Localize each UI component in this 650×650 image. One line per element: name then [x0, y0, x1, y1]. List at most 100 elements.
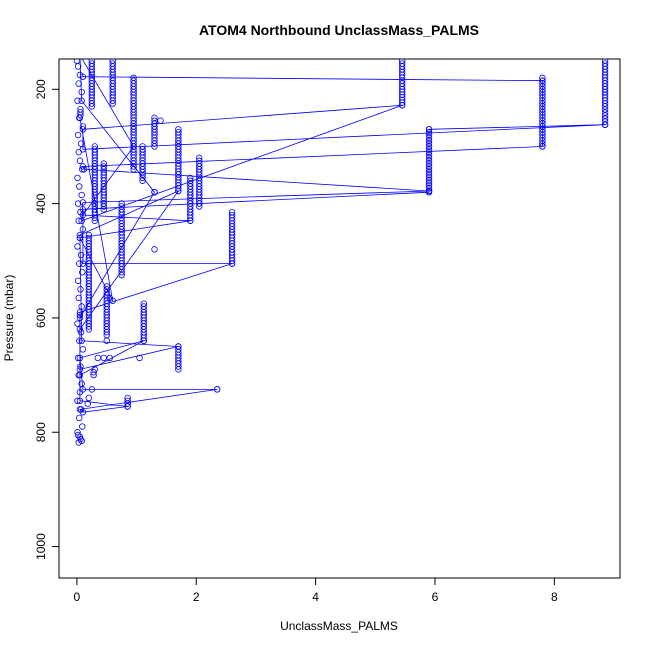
- data-point: [74, 63, 82, 70]
- data-point: [78, 191, 85, 199]
- data-point: [79, 73, 87, 80]
- data-point: [103, 329, 110, 336]
- data-point: [91, 217, 99, 224]
- data-point: [79, 269, 86, 276]
- data-point: [103, 337, 110, 344]
- data-point: [124, 403, 131, 410]
- y-tick-label: 400: [34, 193, 48, 213]
- y-axis-label: Pressure (mbar): [2, 275, 16, 362]
- data-point: [79, 260, 87, 267]
- data-point: [75, 294, 82, 302]
- data-point: [425, 126, 433, 133]
- data-point: [601, 106, 609, 113]
- data-point: [79, 423, 86, 430]
- data-point: [76, 157, 84, 164]
- data-point: [118, 269, 125, 276]
- data-point: [77, 111, 84, 119]
- data-point: [75, 80, 82, 87]
- data-point: [88, 100, 96, 107]
- data-point: [175, 343, 182, 350]
- data-point: [601, 112, 609, 119]
- x-axis: 0 2 4 6 8: [74, 577, 558, 604]
- data-point: [79, 126, 87, 133]
- data-point: [78, 97, 85, 104]
- data-point: [85, 326, 93, 333]
- data-point: [85, 323, 93, 330]
- data-point: [74, 429, 81, 436]
- data-point: [77, 329, 85, 336]
- data-point: [228, 260, 236, 267]
- data-point: [76, 234, 84, 242]
- data-point: [79, 146, 87, 153]
- data-point: [79, 199, 87, 206]
- data-point: [109, 297, 116, 304]
- data-point: [74, 97, 81, 104]
- data-point: [76, 114, 84, 122]
- data-point: [187, 217, 194, 224]
- data-point: [100, 206, 107, 213]
- series-layer: [73, 59, 609, 446]
- y-tick-label: 1000: [34, 533, 48, 560]
- data-point: [79, 163, 87, 170]
- data-point: [78, 303, 85, 310]
- x-tick-label: 4: [312, 590, 319, 604]
- plot-area: [73, 59, 609, 446]
- data-point: [151, 140, 158, 147]
- data-point: [84, 400, 91, 407]
- data-point: [88, 103, 96, 110]
- data-point: [425, 188, 433, 196]
- data-point: [76, 326, 84, 333]
- y-axis: 200 400 600 800 1000: [34, 79, 60, 560]
- data-point: [130, 163, 137, 170]
- data-point: [76, 260, 83, 267]
- data-point: [74, 131, 82, 139]
- data-point: [78, 337, 85, 344]
- x-tick-label: 6: [432, 590, 439, 604]
- data-point: [91, 366, 99, 373]
- x-tick-label: 2: [193, 590, 200, 604]
- x-tick-label: 0: [74, 590, 81, 604]
- data-point: [79, 386, 87, 393]
- data-point: [76, 314, 84, 322]
- x-axis-label: UnclassMass_PALMS: [280, 619, 398, 633]
- data-point: [601, 115, 609, 122]
- data-point: [601, 121, 609, 128]
- data-point: [74, 320, 81, 327]
- data-point: [79, 211, 87, 219]
- data-point: [213, 386, 221, 393]
- trace-line: [79, 59, 606, 413]
- data-point: [140, 337, 147, 344]
- data-point: [175, 363, 182, 370]
- data-point: [77, 140, 85, 147]
- series-connecting-trace: [76, 59, 609, 416]
- data-point: [398, 102, 406, 109]
- chart-title: ATOM4 Northbound UnclassMass_PALMS: [199, 22, 479, 38]
- data-point: [74, 200, 82, 207]
- data-point: [601, 109, 609, 116]
- data-point: [79, 409, 87, 416]
- data-point: [109, 97, 116, 104]
- data-point: [100, 203, 107, 210]
- data-point: [76, 371, 84, 379]
- data-point: [140, 334, 147, 342]
- data-point: [601, 103, 609, 110]
- data-point: [109, 100, 116, 107]
- y-tick-label: 800: [34, 422, 48, 442]
- data-point: [539, 77, 546, 84]
- data-point: [78, 437, 85, 445]
- data-point: [76, 231, 84, 239]
- data-point: [539, 143, 546, 150]
- data-point: [151, 246, 158, 253]
- y-tick-label: 600: [34, 308, 48, 328]
- y-tick-label: 200: [34, 79, 48, 99]
- data-point: [139, 174, 146, 182]
- x-tick-label: 8: [551, 590, 558, 604]
- data-point: [94, 354, 101, 362]
- data-point: [76, 354, 84, 362]
- data-point: [76, 397, 84, 405]
- data-point: [76, 414, 83, 422]
- data-point: [80, 166, 88, 173]
- data-point: [76, 183, 83, 190]
- data-point: [175, 366, 182, 373]
